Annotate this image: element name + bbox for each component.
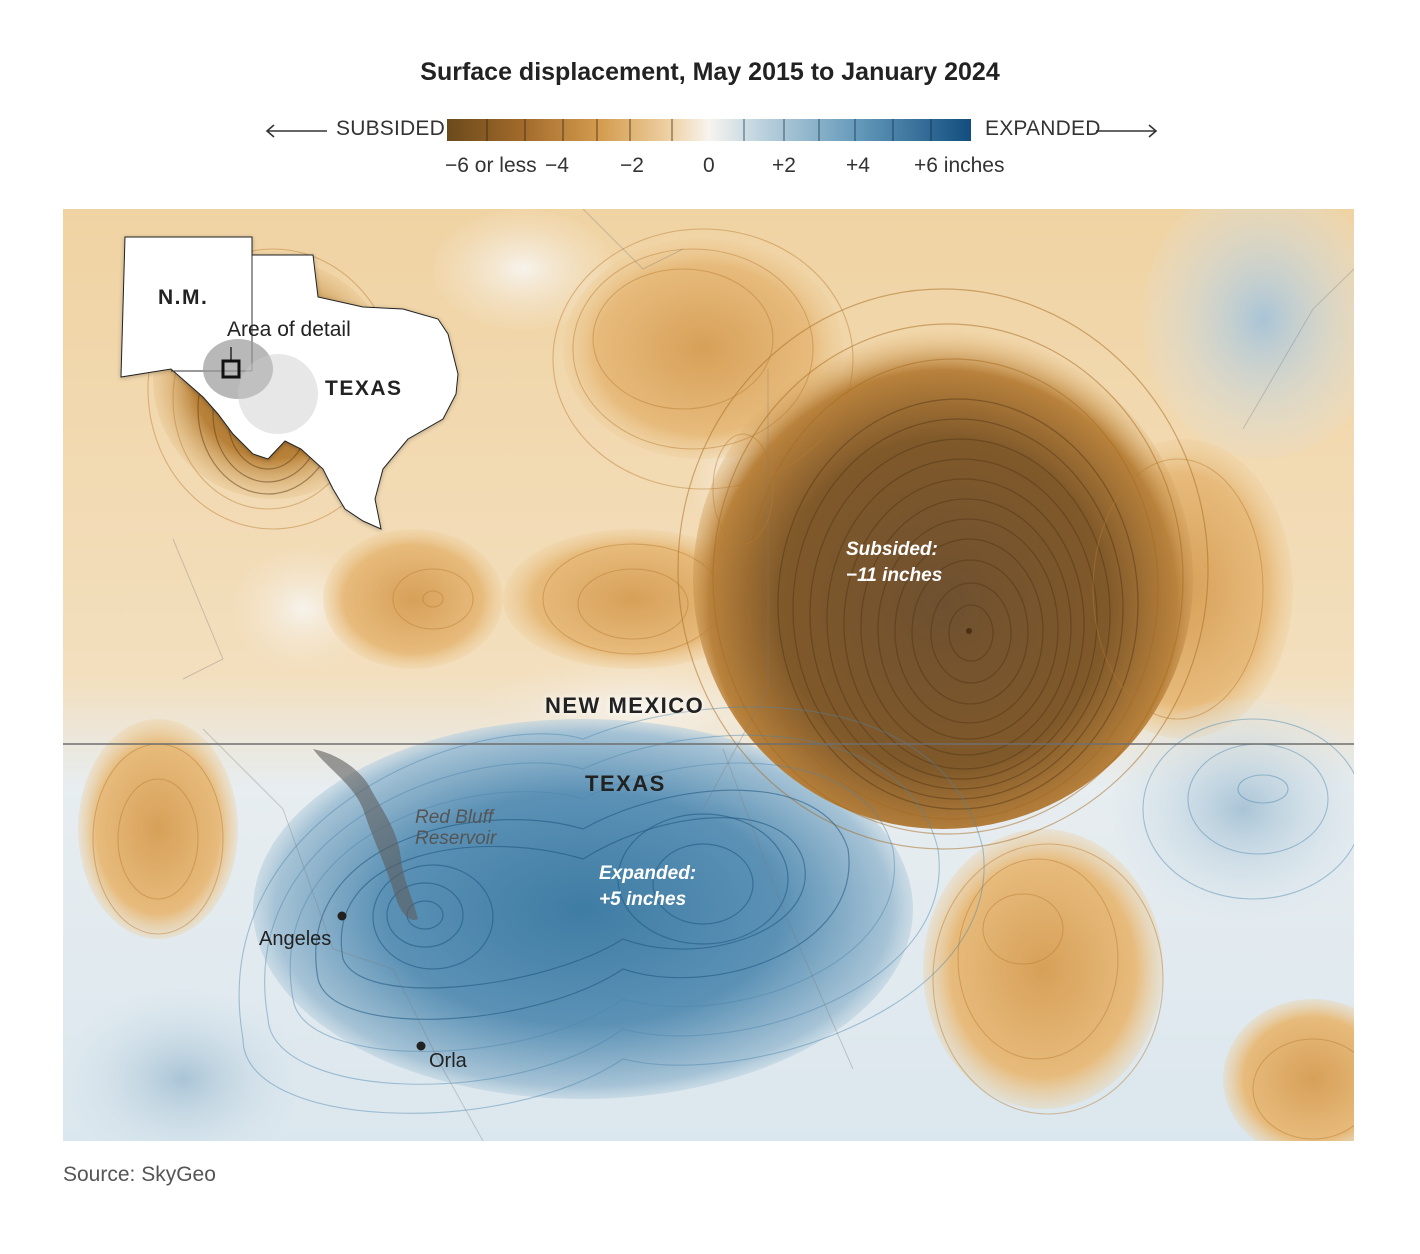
legend-tick: 0 bbox=[703, 154, 715, 177]
arrow-left-icon bbox=[265, 124, 327, 138]
inset-locator-map bbox=[120, 236, 459, 530]
expanded-annotation: Expanded: +5 inches bbox=[599, 863, 697, 910]
new-mexico-label: NEW MEXICO bbox=[545, 693, 705, 718]
displacement-map: N.M. TEXAS Area of detail NEW MEXICO TEX… bbox=[63, 209, 1354, 1141]
legend-color-ramp bbox=[447, 119, 971, 141]
legend-subsided-label: SUBSIDED bbox=[336, 117, 445, 140]
legend-tick: −2 bbox=[620, 154, 644, 177]
chart-title: Surface displacement, May 2015 to Januar… bbox=[420, 58, 1000, 86]
legend-tick: +4 bbox=[846, 154, 870, 177]
legend-tick: +2 bbox=[772, 154, 796, 177]
source-note: Source: SkyGeo bbox=[63, 1163, 216, 1186]
legend-tick: −6 or less bbox=[445, 154, 537, 177]
red-bluff-reservoir-label: Red Bluff Reservoir bbox=[415, 807, 497, 849]
texas-label: TEXAS bbox=[585, 771, 666, 796]
town-dot-orla bbox=[416, 1041, 426, 1051]
inset-texas-label: TEXAS bbox=[325, 377, 403, 400]
red-bluff-reservoir-shape bbox=[313, 749, 418, 920]
inset-nm-label: N.M. bbox=[158, 286, 209, 309]
town-dot-angeles bbox=[337, 911, 347, 921]
subsided-annotation: Subsided: −11 inches bbox=[846, 539, 943, 586]
legend-tick: +6 inches bbox=[914, 154, 1005, 177]
town-label-angeles: Angeles bbox=[259, 928, 332, 950]
map-surface bbox=[63, 209, 1354, 1141]
legend-tick: −4 bbox=[545, 154, 569, 177]
town-label-orla: Orla bbox=[429, 1050, 467, 1072]
legend-expanded-label: EXPANDED bbox=[985, 117, 1101, 140]
area-of-detail-label: Area of detail bbox=[227, 318, 351, 341]
arrow-right-icon bbox=[1096, 124, 1158, 138]
